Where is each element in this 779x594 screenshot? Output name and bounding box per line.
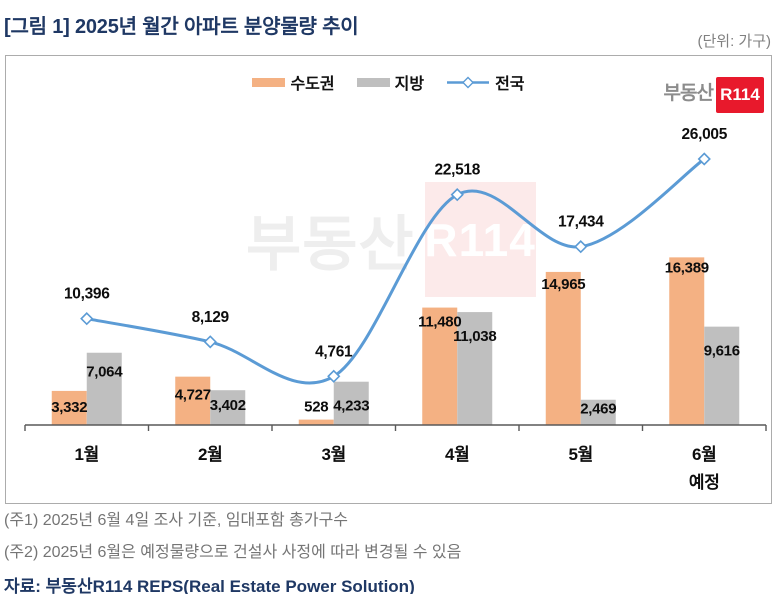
data-label-capital: 3,332 [51,399,87,416]
data-label-national: 26,005 [681,126,727,143]
data-label-regional: 2,469 [580,401,616,418]
legend-line-marker [447,76,490,88]
data-label-national: 22,518 [434,162,480,179]
line-national [85,157,706,385]
data-label-capital: 4,727 [175,387,211,404]
brand-logo-badge: R114 [716,77,764,113]
unit-label: (단위: 가구) [697,33,771,50]
data-label-national: 8,129 [192,309,230,326]
diamond-marker [327,369,341,383]
x-axis-category-label: 2월 [198,445,223,464]
footnotes: (주1) 2025년 6월 4일 조사 기준, 임대포함 총가구수 (주2) 2… [4,505,775,594]
diamond-marker [574,240,588,254]
data-label-capital: 16,389 [665,259,709,276]
bar-regional [210,390,246,425]
x-axis-category-label: 4월 [445,445,470,464]
legend-item-1: 지방 [356,70,425,94]
legend-label: 수도권 [290,76,335,93]
data-label-regional: 9,616 [704,343,740,360]
legend-item-0: 수도권 [252,70,335,94]
brand-logo-text: 부동산 [663,83,714,104]
legend-swatch [252,77,286,87]
x-axis-category-label: 1월 [75,445,100,464]
bar-regional [333,381,369,425]
bar-regional [457,312,493,425]
footnote-2: (주2) 2025년 6월은 예정물량으로 건설사 사정에 따라 변경될 수 있… [4,544,462,561]
data-label-capital: 14,965 [541,276,585,293]
legend-label: 전국 [495,76,525,93]
data-label-national: 4,761 [315,343,353,360]
data-label-capital: 11,480 [418,314,461,331]
data-label-national: 10,396 [64,286,110,303]
legend-item-2: 전국 [446,70,525,94]
chart-legend: 수도권 지방 전국 [6,70,771,94]
x-axis-category-sublabel: 예정 [689,473,720,492]
bar-capital-region [422,307,458,425]
bar-capital-region [669,257,705,425]
source-line: 자료: 부동산R114 REPS(Real Estate Power Solut… [4,577,415,594]
data-label-regional: 7,064 [86,364,123,381]
bar-capital-region [298,419,334,425]
legend-swatch [356,77,390,87]
bar-regional [580,399,616,425]
bar-regional [704,326,740,425]
data-label-national: 17,434 [558,214,604,231]
diamond-marker [203,335,217,349]
data-label-capital: 528 [304,399,328,416]
x-axis-category-label: 5월 [569,445,594,464]
bar-capital-region [175,376,211,425]
brand-logo: 부동산 R114 [664,77,764,113]
chart-panel: 부동산 R114 3,332 7,064 10,396 1월 4,727 3,402 8,1… [5,55,772,504]
legend-label: 지방 [394,76,425,93]
data-label-regional: 4,233 [333,398,369,415]
bar-capital-region [545,271,581,425]
bar-regional [86,352,122,425]
x-axis-category-label: 3월 [322,445,347,464]
bar-capital-region [51,390,87,425]
data-label-regional: 3,402 [210,397,246,414]
page-title: [그림 1] 2025년 월간 아파트 분양물량 추이 [4,16,359,38]
diamond-marker [697,152,711,166]
footnote-1: (주1) 2025년 6월 4일 조사 기준, 임대포함 총가구수 [4,512,349,529]
x-axis-category-label: 6월 [692,445,717,464]
diamond-marker [80,312,94,326]
data-label-regional: 11,038 [453,328,496,345]
